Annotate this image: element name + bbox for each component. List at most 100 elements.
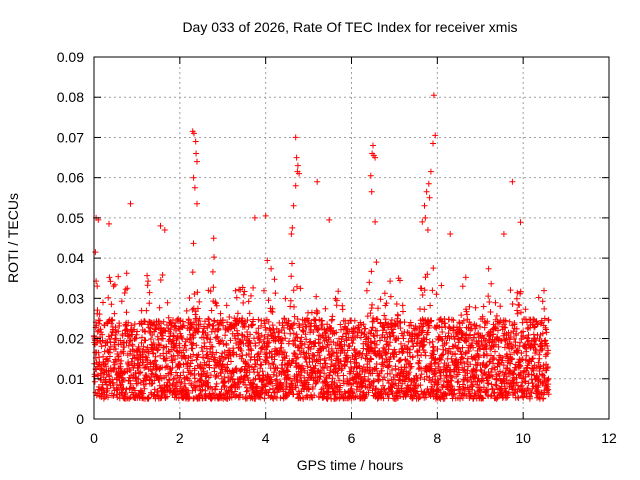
data-point — [545, 375, 552, 382]
data-point — [166, 382, 173, 389]
data-point — [528, 389, 535, 396]
data-point — [311, 392, 318, 399]
data-point — [459, 344, 466, 351]
data-point — [338, 326, 344, 333]
data-point — [210, 284, 217, 291]
data-point — [315, 340, 322, 347]
data-point — [313, 293, 320, 300]
data-point — [228, 394, 235, 401]
data-point — [99, 331, 106, 338]
data-point — [390, 326, 397, 333]
data-point — [308, 320, 315, 327]
data-point — [243, 352, 250, 359]
data-point — [289, 224, 296, 231]
data-point — [430, 265, 437, 272]
data-point — [189, 387, 196, 394]
data-point — [124, 285, 131, 292]
data-point — [107, 349, 113, 356]
data-point — [196, 315, 203, 322]
data-point — [227, 337, 234, 344]
data-point — [196, 298, 203, 305]
data-point — [190, 334, 197, 341]
data-point — [392, 365, 399, 372]
data-point — [155, 346, 161, 353]
data-point — [280, 324, 287, 331]
data-point — [202, 318, 208, 325]
data-point — [115, 328, 122, 335]
data-point — [345, 334, 352, 341]
data-point — [518, 309, 524, 316]
data-point — [368, 268, 375, 275]
data-point — [331, 369, 338, 376]
data-point — [473, 322, 480, 329]
data-point — [121, 369, 128, 376]
data-point — [231, 388, 238, 395]
data-point — [288, 273, 295, 280]
data-point — [322, 305, 329, 312]
data-point — [194, 354, 201, 361]
data-point — [493, 382, 500, 389]
data-point — [245, 298, 252, 305]
y-tick-label: 0.09 — [57, 49, 84, 65]
data-point — [212, 386, 219, 393]
data-point — [305, 317, 312, 324]
data-point — [132, 387, 138, 394]
data-point — [207, 372, 214, 379]
data-point — [530, 355, 536, 362]
data-point — [92, 249, 99, 256]
data-point — [464, 377, 471, 384]
data-point — [517, 383, 524, 390]
data-point — [217, 310, 224, 317]
data-point — [360, 321, 367, 328]
data-point — [502, 385, 509, 392]
data-point — [173, 391, 180, 398]
data-point — [247, 331, 254, 338]
data-point — [377, 337, 383, 344]
data-point — [223, 342, 230, 348]
data-point — [491, 324, 498, 331]
data-point — [160, 335, 166, 342]
data-point — [261, 287, 267, 294]
data-point — [312, 317, 319, 324]
data-point — [218, 386, 225, 393]
data-point — [282, 386, 289, 393]
data-point — [143, 307, 150, 314]
data-point — [184, 336, 191, 343]
data-point — [488, 280, 495, 287]
data-point — [152, 353, 159, 360]
data-point — [149, 332, 156, 338]
data-point — [385, 320, 392, 327]
data-point — [183, 374, 190, 381]
data-point — [204, 331, 211, 338]
data-point — [257, 336, 264, 343]
data-point — [141, 365, 148, 371]
data-point — [481, 324, 488, 331]
data-point — [381, 374, 388, 381]
data-point — [111, 342, 118, 348]
data-point — [269, 360, 276, 367]
data-point — [265, 340, 272, 347]
data-point — [467, 361, 474, 368]
data-point — [501, 344, 508, 351]
data-point — [531, 324, 538, 331]
data-point — [500, 375, 507, 382]
data-point — [540, 395, 547, 402]
data-point — [122, 286, 129, 293]
data-point — [354, 332, 361, 339]
data-point — [430, 347, 437, 354]
data-point — [476, 354, 483, 361]
data-point — [435, 379, 442, 386]
data-point — [190, 340, 197, 347]
data-point — [300, 349, 307, 356]
data-point — [233, 351, 240, 358]
data-point — [545, 391, 552, 398]
data-point — [140, 359, 147, 366]
data-point — [467, 343, 474, 350]
data-point — [224, 319, 231, 326]
data-point — [523, 352, 530, 359]
data-point — [252, 342, 259, 349]
data-point — [334, 353, 341, 360]
data-point — [328, 353, 335, 360]
data-point — [495, 343, 502, 350]
data-point — [445, 362, 452, 369]
